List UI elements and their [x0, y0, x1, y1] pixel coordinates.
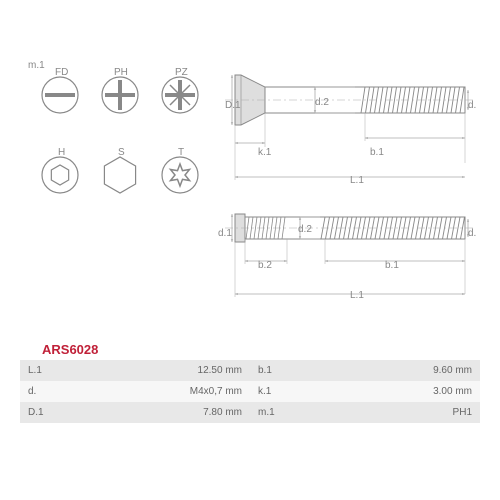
cell-param: b.1: [250, 360, 305, 381]
table-row: L.1 12.50 mm b.1 9.60 mm: [20, 360, 480, 381]
dim-d-top: d.: [468, 100, 476, 111]
spec-table: L.1 12.50 mm b.1 9.60 mm d. M4x0,7 mm k.…: [20, 360, 480, 423]
dim-b2: b.2: [258, 260, 272, 271]
drive-label-ph: PH: [114, 67, 128, 78]
cell-value: 9.60 mm: [305, 360, 480, 381]
dim-b1-bot: b.1: [385, 260, 399, 271]
table-row: d. M4x0,7 mm k.1 3.00 mm: [20, 381, 480, 402]
dim-d-bot: d.: [468, 228, 476, 239]
dim-b1-top: b.1: [370, 147, 384, 158]
dim-d1: d.1: [218, 228, 232, 239]
cell-param: L.1: [20, 360, 75, 381]
dim-d2-top: d.2: [315, 97, 329, 108]
dim-d2-bot: d.2: [298, 224, 312, 235]
drive-label-fd: FD: [55, 67, 68, 78]
section-label: m.1: [28, 60, 45, 71]
technical-drawing: [0, 0, 500, 500]
drive-label-h: H: [58, 147, 65, 158]
drive-label-pz: PZ: [175, 67, 188, 78]
table-row: D.1 7.80 mm m.1 PH1: [20, 402, 480, 423]
part-number: ARS6028: [42, 342, 98, 357]
dim-k1: k.1: [258, 147, 271, 158]
dim-D1: D.1: [225, 100, 241, 111]
cell-value: 12.50 mm: [75, 360, 250, 381]
dim-L1-bot: L.1: [350, 290, 364, 301]
drive-label-t: T: [178, 147, 184, 158]
dim-L1-top: L.1: [350, 175, 364, 186]
drive-label-s: S: [118, 147, 125, 158]
